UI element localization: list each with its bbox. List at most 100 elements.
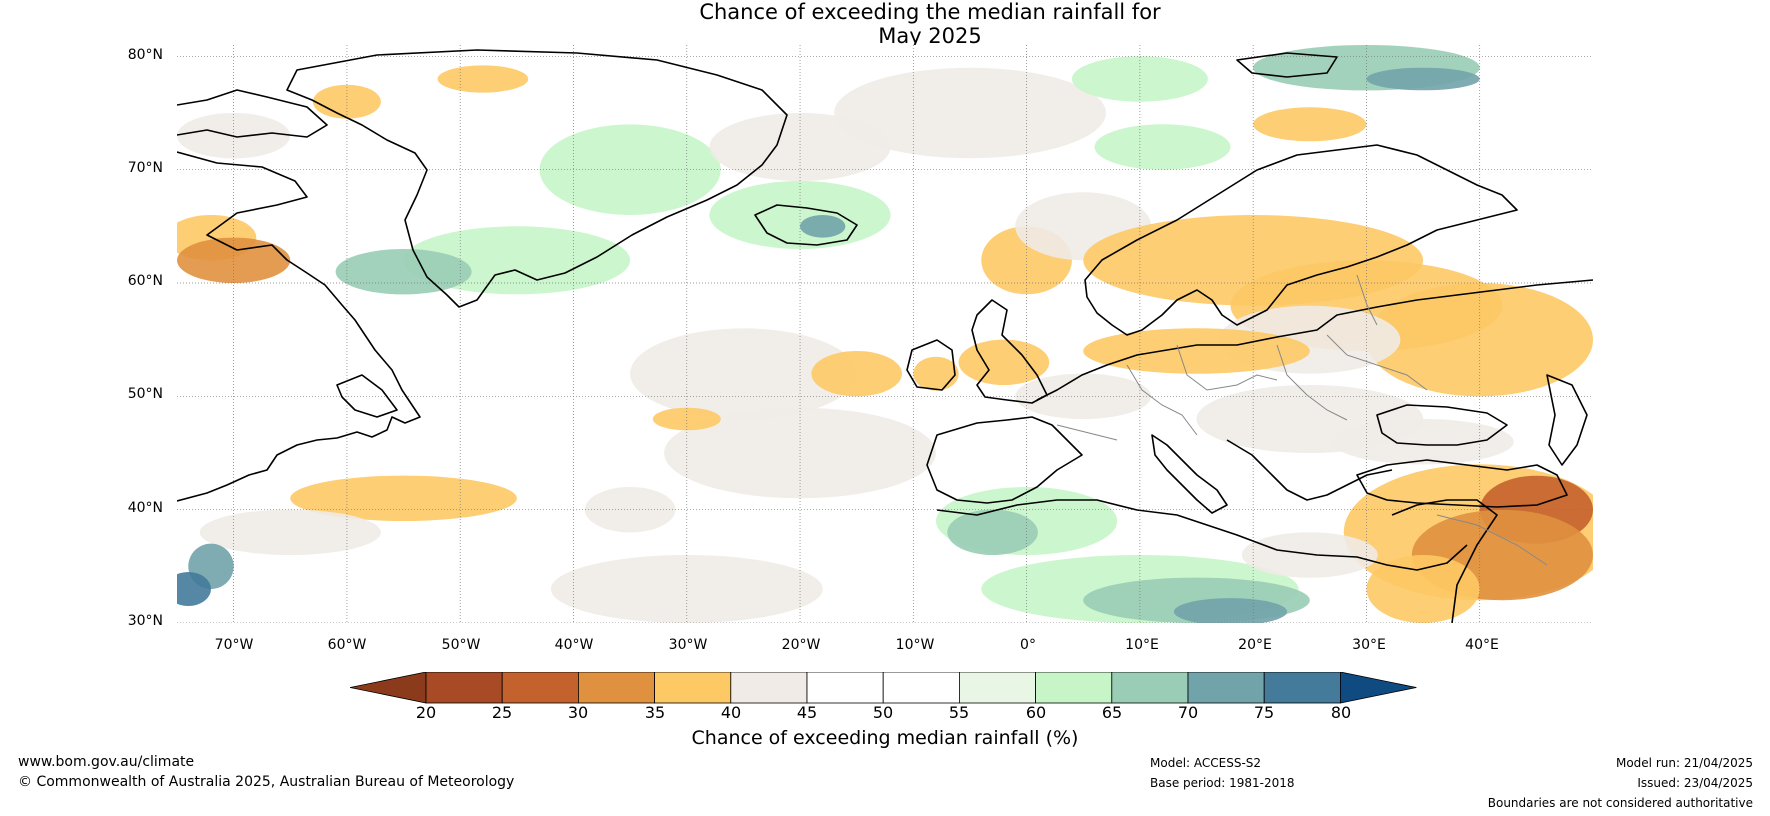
shading-patch (1094, 124, 1231, 170)
shading-patch (811, 351, 902, 397)
colorbar-segment (730, 672, 808, 704)
cb-tick-40: 40 (720, 703, 742, 722)
cb-tick-65: 65 (1101, 703, 1123, 722)
colorbar-over-arrow (1340, 672, 1417, 704)
colorbar-segment (577, 672, 655, 704)
shading-patch (709, 181, 891, 249)
lon-label-10e: 10°E (1125, 637, 1159, 653)
colorbar-label: Chance of exceeding median rainfall (%) (691, 727, 1079, 749)
lat-label-30: 30°N (127, 613, 163, 629)
lon-label-70w: 70°W (214, 637, 254, 653)
shading-patch (652, 407, 721, 431)
footer-model-run: Model run: 21/04/2025 (1615, 756, 1753, 770)
footer-model: Model: ACCESS-S2 (1150, 756, 1262, 770)
shading-patch (958, 339, 1050, 385)
title-line-1: Chance of exceeding the median rainfall … (699, 0, 1161, 24)
cb-tick-75: 75 (1253, 703, 1275, 722)
colorbar-segment (882, 672, 960, 704)
shading-patch (1083, 328, 1310, 374)
shading-patch (913, 356, 959, 391)
coast-balkans (1226, 439, 1393, 501)
colorbar-under-arrow (350, 672, 427, 704)
colorbar (350, 672, 1417, 704)
shading-patch (834, 67, 1106, 159)
cb-tick-50: 50 (872, 703, 894, 722)
footer-base-period: Base period: 1981-2018 (1150, 776, 1295, 790)
shading-patch (800, 215, 846, 238)
lat-label-60: 60°N (127, 273, 163, 289)
lon-label-0: 0° (1020, 637, 1036, 653)
lat-label-70: 70°N (127, 160, 163, 176)
footer-website: www.bom.gov.au/climate (18, 754, 195, 770)
colorbar-segment (425, 672, 503, 704)
lon-label-40e: 40°E (1465, 637, 1499, 653)
shading-patch (199, 509, 381, 555)
cb-tick-70: 70 (1177, 703, 1199, 722)
cb-tick-30: 30 (567, 703, 589, 722)
lon-label-30e: 30°E (1352, 637, 1386, 653)
cb-tick-55: 55 (948, 703, 970, 722)
cb-tick-80: 80 (1330, 703, 1352, 722)
lat-label-50: 50°N (127, 386, 163, 402)
coast-svalbard (1236, 52, 1338, 78)
lon-label-40w: 40°W (554, 637, 594, 653)
colorbar-segment (1187, 672, 1265, 704)
footer-disclaimer: Boundaries are not considered authoritat… (1487, 796, 1753, 810)
coast-iberia (926, 416, 1083, 504)
coast-scandinavia (1084, 144, 1518, 336)
map-title: Chance of exceeding the median rainfall … (630, 0, 1230, 48)
graticule (177, 45, 1593, 623)
cb-tick-25: 25 (491, 703, 513, 722)
shading-patch (1366, 555, 1480, 623)
coast-europe (1036, 279, 1593, 401)
coast-black-sea (1376, 404, 1508, 446)
coast-newfoundland (336, 374, 398, 418)
colorbar-segment (1263, 672, 1341, 704)
shading-patch (437, 65, 529, 93)
shading-patch (1332, 419, 1514, 465)
footer-issued: Issued: 23/04/2025 (1637, 776, 1753, 790)
coast-ireland (906, 339, 956, 391)
colorbar-segment (806, 672, 884, 704)
coast-turkey (1356, 459, 1568, 508)
coast-italy (1151, 434, 1228, 514)
colorbar-segment (959, 672, 1037, 704)
colorbar-segment (654, 672, 732, 704)
shading-patch (335, 249, 472, 295)
shading-patch (1173, 598, 1288, 623)
rainfall-map (177, 45, 1593, 623)
coast-baffin (177, 89, 328, 138)
shading-patch (312, 84, 381, 119)
lon-label-10w: 10°W (895, 637, 935, 653)
shading-patch (1366, 67, 1480, 91)
colorbar-segment (1111, 672, 1189, 704)
title-line-2: May 2025 (878, 24, 982, 48)
cb-tick-20: 20 (415, 703, 437, 722)
coast-caspian (1546, 374, 1588, 466)
lon-label-30w: 30°W (668, 637, 708, 653)
shading-patch (1253, 107, 1367, 142)
coast-greenland (286, 49, 788, 308)
lat-label-80: 80°N (127, 47, 163, 63)
lon-label-50w: 50°W (441, 637, 481, 653)
lon-label-20e: 20°E (1238, 637, 1272, 653)
footer-copyright: © Commonwealth of Australia 2025, Austra… (18, 774, 515, 790)
lon-label-60w: 60°W (327, 637, 367, 653)
coast-iceland (754, 204, 858, 246)
shading-patch (1241, 532, 1378, 578)
country-borders (1056, 274, 1548, 566)
colorbar-segment (1035, 672, 1113, 704)
coast-africa (936, 499, 1468, 571)
coast-north-america (177, 151, 421, 502)
colorbar-segment (501, 672, 579, 704)
cb-tick-45: 45 (796, 703, 818, 722)
shading-patch (177, 572, 211, 606)
cb-tick-60: 60 (1025, 703, 1047, 722)
coastlines (177, 49, 1593, 623)
shading-patch (947, 509, 1038, 555)
cb-tick-35: 35 (644, 703, 666, 722)
shading-patch (177, 237, 291, 283)
coast-great-britain (971, 299, 1048, 404)
lat-label-40: 40°N (127, 500, 163, 516)
lon-label-20w: 20°W (781, 637, 821, 653)
